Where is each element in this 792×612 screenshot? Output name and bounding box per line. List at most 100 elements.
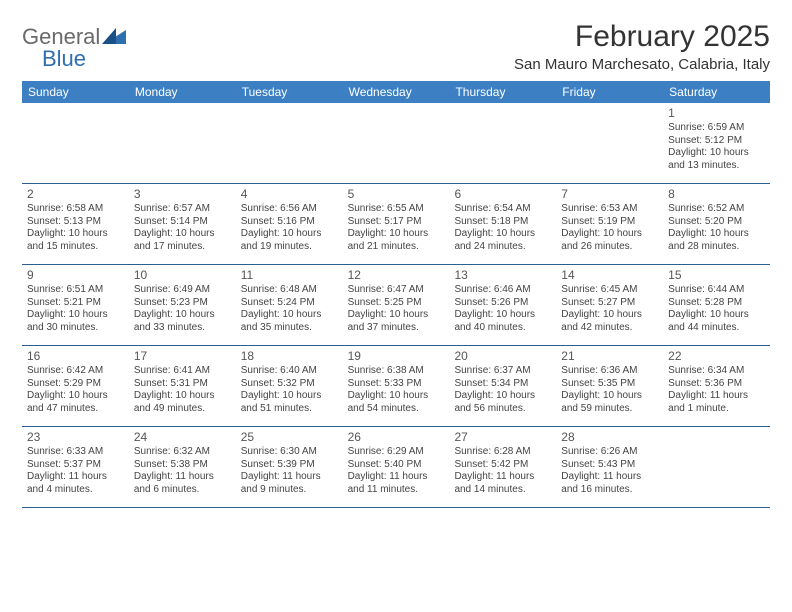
sunset-text: Sunset: 5:16 PM	[241, 216, 338, 229]
sunset-text: Sunset: 5:23 PM	[134, 297, 231, 310]
sunset-text: Sunset: 5:20 PM	[668, 216, 765, 229]
sunrise-text: Sunrise: 6:55 AM	[348, 203, 445, 216]
daylight-text: Daylight: 10 hours and 49 minutes.	[134, 390, 231, 415]
weekday-header: Monday	[129, 81, 236, 103]
calendar-day-cell: 25Sunrise: 6:30 AMSunset: 5:39 PMDayligh…	[236, 427, 343, 507]
weekday-header: Friday	[556, 81, 663, 103]
day-number: 24	[134, 430, 231, 445]
sunset-text: Sunset: 5:24 PM	[241, 297, 338, 310]
calendar-day-cell: 22Sunrise: 6:34 AMSunset: 5:36 PMDayligh…	[663, 346, 770, 426]
calendar-day-cell: 9Sunrise: 6:51 AMSunset: 5:21 PMDaylight…	[22, 265, 129, 345]
daylight-text: Daylight: 10 hours and 13 minutes.	[668, 147, 765, 172]
day-number: 9	[27, 268, 124, 283]
calendar-day-cell: 15Sunrise: 6:44 AMSunset: 5:28 PMDayligh…	[663, 265, 770, 345]
sunset-text: Sunset: 5:36 PM	[668, 378, 765, 391]
weekday-header: Thursday	[449, 81, 556, 103]
sunset-text: Sunset: 5:29 PM	[27, 378, 124, 391]
sunrise-text: Sunrise: 6:34 AM	[668, 365, 765, 378]
calendar-day-cell: 19Sunrise: 6:38 AMSunset: 5:33 PMDayligh…	[343, 346, 450, 426]
daylight-text: Daylight: 10 hours and 24 minutes.	[454, 228, 551, 253]
sunrise-text: Sunrise: 6:49 AM	[134, 284, 231, 297]
calendar-day-cell: 18Sunrise: 6:40 AMSunset: 5:32 PMDayligh…	[236, 346, 343, 426]
daylight-text: Daylight: 11 hours and 11 minutes.	[348, 471, 445, 496]
daylight-text: Daylight: 10 hours and 17 minutes.	[134, 228, 231, 253]
daylight-text: Daylight: 10 hours and 21 minutes.	[348, 228, 445, 253]
weekday-header: Wednesday	[343, 81, 450, 103]
day-number: 13	[454, 268, 551, 283]
day-number: 11	[241, 268, 338, 283]
calendar-day-cell: 10Sunrise: 6:49 AMSunset: 5:23 PMDayligh…	[129, 265, 236, 345]
sunrise-text: Sunrise: 6:36 AM	[561, 365, 658, 378]
day-number: 4	[241, 187, 338, 202]
calendar-row: 2Sunrise: 6:58 AMSunset: 5:13 PMDaylight…	[22, 184, 770, 265]
calendar-row: 9Sunrise: 6:51 AMSunset: 5:21 PMDaylight…	[22, 265, 770, 346]
calendar-day-cell: 27Sunrise: 6:28 AMSunset: 5:42 PMDayligh…	[449, 427, 556, 507]
day-number: 10	[134, 268, 231, 283]
calendar-day-cell: 26Sunrise: 6:29 AMSunset: 5:40 PMDayligh…	[343, 427, 450, 507]
day-number: 7	[561, 187, 658, 202]
sunrise-text: Sunrise: 6:33 AM	[27, 446, 124, 459]
day-number: 17	[134, 349, 231, 364]
calendar-empty-cell	[236, 103, 343, 183]
calendar-day-cell: 3Sunrise: 6:57 AMSunset: 5:14 PMDaylight…	[129, 184, 236, 264]
day-number: 20	[454, 349, 551, 364]
day-number: 22	[668, 349, 765, 364]
calendar-day-cell: 20Sunrise: 6:37 AMSunset: 5:34 PMDayligh…	[449, 346, 556, 426]
day-number: 18	[241, 349, 338, 364]
sunrise-text: Sunrise: 6:42 AM	[27, 365, 124, 378]
day-number: 28	[561, 430, 658, 445]
sunset-text: Sunset: 5:40 PM	[348, 459, 445, 472]
weekday-header: Sunday	[22, 81, 129, 103]
calendar-empty-cell	[663, 427, 770, 507]
weekday-header: Saturday	[663, 81, 770, 103]
daylight-text: Daylight: 11 hours and 16 minutes.	[561, 471, 658, 496]
sunset-text: Sunset: 5:33 PM	[348, 378, 445, 391]
calendar-day-cell: 11Sunrise: 6:48 AMSunset: 5:24 PMDayligh…	[236, 265, 343, 345]
day-number: 12	[348, 268, 445, 283]
calendar-page: GeneralBlue February 2025 San Mauro Marc…	[0, 0, 792, 508]
calendar-day-cell: 4Sunrise: 6:56 AMSunset: 5:16 PMDaylight…	[236, 184, 343, 264]
calendar-empty-cell	[129, 103, 236, 183]
day-number: 6	[454, 187, 551, 202]
sunset-text: Sunset: 5:12 PM	[668, 135, 765, 148]
sunset-text: Sunset: 5:39 PM	[241, 459, 338, 472]
daylight-text: Daylight: 10 hours and 47 minutes.	[27, 390, 124, 415]
daylight-text: Daylight: 10 hours and 56 minutes.	[454, 390, 551, 415]
daylight-text: Daylight: 10 hours and 15 minutes.	[27, 228, 124, 253]
calendar-day-cell: 7Sunrise: 6:53 AMSunset: 5:19 PMDaylight…	[556, 184, 663, 264]
daylight-text: Daylight: 10 hours and 40 minutes.	[454, 309, 551, 334]
sunrise-text: Sunrise: 6:47 AM	[348, 284, 445, 297]
sunrise-text: Sunrise: 6:40 AM	[241, 365, 338, 378]
day-number: 25	[241, 430, 338, 445]
calendar-day-cell: 23Sunrise: 6:33 AMSunset: 5:37 PMDayligh…	[22, 427, 129, 507]
calendar-day-cell: 24Sunrise: 6:32 AMSunset: 5:38 PMDayligh…	[129, 427, 236, 507]
calendar-day-cell: 12Sunrise: 6:47 AMSunset: 5:25 PMDayligh…	[343, 265, 450, 345]
sunrise-text: Sunrise: 6:37 AM	[454, 365, 551, 378]
calendar-day-cell: 28Sunrise: 6:26 AMSunset: 5:43 PMDayligh…	[556, 427, 663, 507]
day-number: 23	[27, 430, 124, 445]
sunrise-text: Sunrise: 6:52 AM	[668, 203, 765, 216]
sunset-text: Sunset: 5:18 PM	[454, 216, 551, 229]
calendar-empty-cell	[343, 103, 450, 183]
day-number: 19	[348, 349, 445, 364]
day-number: 21	[561, 349, 658, 364]
calendar-day-cell: 6Sunrise: 6:54 AMSunset: 5:18 PMDaylight…	[449, 184, 556, 264]
calendar-empty-cell	[556, 103, 663, 183]
sunrise-text: Sunrise: 6:44 AM	[668, 284, 765, 297]
sunset-text: Sunset: 5:37 PM	[27, 459, 124, 472]
calendar-empty-cell	[449, 103, 556, 183]
sunrise-text: Sunrise: 6:32 AM	[134, 446, 231, 459]
sunset-text: Sunset: 5:28 PM	[668, 297, 765, 310]
sunset-text: Sunset: 5:26 PM	[454, 297, 551, 310]
day-number: 14	[561, 268, 658, 283]
location-subtitle: San Mauro Marchesato, Calabria, Italy	[514, 56, 770, 73]
daylight-text: Daylight: 10 hours and 37 minutes.	[348, 309, 445, 334]
sunset-text: Sunset: 5:38 PM	[134, 459, 231, 472]
title-block: February 2025 San Mauro Marchesato, Cala…	[514, 20, 770, 73]
calendar-day-cell: 2Sunrise: 6:58 AMSunset: 5:13 PMDaylight…	[22, 184, 129, 264]
daylight-text: Daylight: 10 hours and 30 minutes.	[27, 309, 124, 334]
calendar-day-cell: 13Sunrise: 6:46 AMSunset: 5:26 PMDayligh…	[449, 265, 556, 345]
sunset-text: Sunset: 5:21 PM	[27, 297, 124, 310]
sunrise-text: Sunrise: 6:41 AM	[134, 365, 231, 378]
sunset-text: Sunset: 5:25 PM	[348, 297, 445, 310]
